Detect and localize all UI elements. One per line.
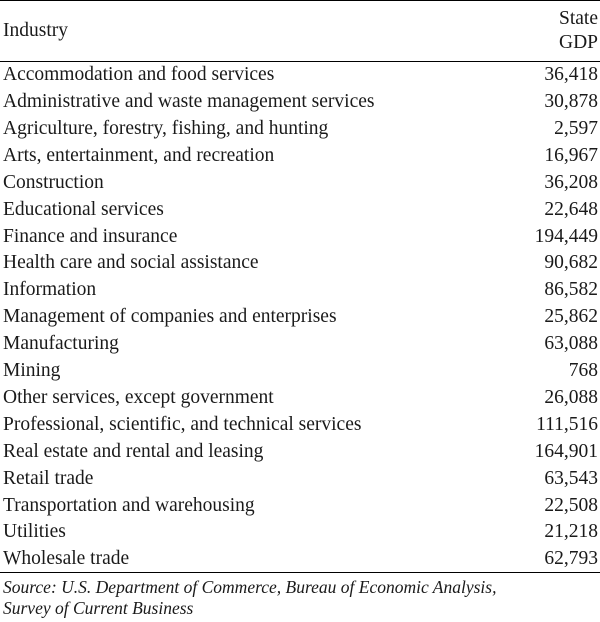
- table-row: Educational services 22,648: [0, 196, 600, 223]
- state-gdp-cell: 111,516: [536, 413, 598, 435]
- table-row: Mining 768: [0, 357, 600, 384]
- industry-cell: Retail trade: [3, 467, 94, 489]
- table-row: Agriculture, forestry, fishing, and hunt…: [0, 115, 600, 142]
- industry-cell: Construction: [3, 171, 104, 193]
- industry-cell: Arts, entertainment, and recreation: [3, 144, 275, 166]
- source-line2: Survey of Current Business: [3, 598, 194, 619]
- source-line1: Source: U.S. Department of Commerce, Bur…: [3, 577, 497, 598]
- industry-cell: Management of companies and enterprises: [3, 306, 337, 328]
- state-gdp-cell: 2,597: [554, 118, 598, 140]
- state-gdp-cell: 164,901: [534, 440, 598, 462]
- state-gdp-cell: 194,449: [534, 225, 598, 247]
- state-gdp-cell: 90,682: [544, 252, 598, 274]
- industry-cell: Real estate and rental and leasing: [3, 440, 264, 462]
- table-row: Wholesale trade 62,793: [0, 545, 600, 574]
- table-header: Industry State GDP: [0, 0, 600, 62]
- industry-cell: Utilities: [3, 521, 66, 543]
- table-row: Professional, scientific, and technical …: [0, 411, 600, 438]
- industry-cell: Manufacturing: [3, 333, 119, 355]
- industry-cell: Mining: [3, 360, 61, 382]
- table-body: Accommodation and food services 36,418 Adm…: [0, 61, 600, 574]
- state-gdp-header-line2: GDP: [558, 31, 598, 53]
- table-row: Transportation and warehousing 22,508: [0, 492, 600, 519]
- table-row: Arts, entertainment, and recreation 16,96…: [0, 142, 600, 169]
- table-row: Other services, except government 26,088: [0, 384, 600, 411]
- state-gdp-cell: 26,088: [544, 386, 598, 408]
- state-gdp-table: Industry State GDP Accommodation and foo…: [0, 0, 600, 574]
- table-row: Retail trade 63,543: [0, 465, 600, 492]
- table-row: Utilities 21,218: [0, 519, 600, 546]
- table-row: Management of companies and enterprises 2…: [0, 304, 600, 331]
- industry-cell: Health care and social assistance: [3, 252, 259, 274]
- industry-cell: Agriculture, forestry, fishing, and hunt…: [3, 118, 329, 140]
- state-gdp-cell: 62,793: [507, 545, 600, 574]
- industry-cell: Accommodation and food services: [3, 64, 275, 86]
- state-gdp-cell: 25,862: [544, 306, 598, 328]
- table-row: Health care and social assistance 90,682: [0, 250, 600, 277]
- state-gdp-cell: 16,967: [544, 144, 598, 166]
- table-row: Construction 36,208: [0, 169, 600, 196]
- state-gdp-column-header: State GDP: [507, 0, 600, 62]
- industry-cell: Administrative and waste management serv…: [3, 91, 375, 113]
- industry-cell: Other services, except government: [3, 386, 274, 408]
- industry-cell: Finance and insurance: [3, 225, 178, 247]
- state-gdp-cell: 21,218: [544, 521, 598, 543]
- state-gdp-cell: 63,088: [544, 333, 598, 355]
- table-row: Administrative and waste management serv…: [0, 88, 600, 115]
- industry-cell: Educational services: [3, 198, 164, 220]
- industry-cell: Wholesale trade: [0, 545, 508, 574]
- state-gdp-cell: 63,543: [544, 467, 598, 489]
- industry-cell: Information: [3, 279, 97, 301]
- table-row: Information 86,582: [0, 277, 600, 304]
- industry-column-header: Industry: [0, 0, 508, 62]
- table-row: Manufacturing 63,088: [0, 330, 600, 357]
- table-row: Accommodation and food services 36,418: [0, 61, 600, 88]
- header-row: Industry State GDP: [0, 0, 600, 62]
- state-gdp-header-line1: State: [559, 8, 598, 29]
- state-gdp-cell: 30,878: [544, 91, 598, 113]
- state-gdp-cell: 22,508: [544, 494, 598, 516]
- industry-cell: Professional, scientific, and technical …: [3, 413, 362, 435]
- state-gdp-cell: 22,648: [544, 198, 598, 220]
- source-note: Source: U.S. Department of Commerce, Bur…: [0, 573, 600, 619]
- state-gdp-cell: 86,582: [544, 279, 598, 301]
- state-gdp-cell: 36,418: [544, 64, 598, 86]
- table-row: Finance and insurance 194,449: [0, 223, 600, 250]
- state-gdp-cell: 768: [568, 360, 598, 382]
- table-row: Real estate and rental and leasing 164,90…: [0, 438, 600, 465]
- industry-cell: Transportation and warehousing: [3, 494, 255, 516]
- state-gdp-cell: 36,208: [544, 171, 598, 193]
